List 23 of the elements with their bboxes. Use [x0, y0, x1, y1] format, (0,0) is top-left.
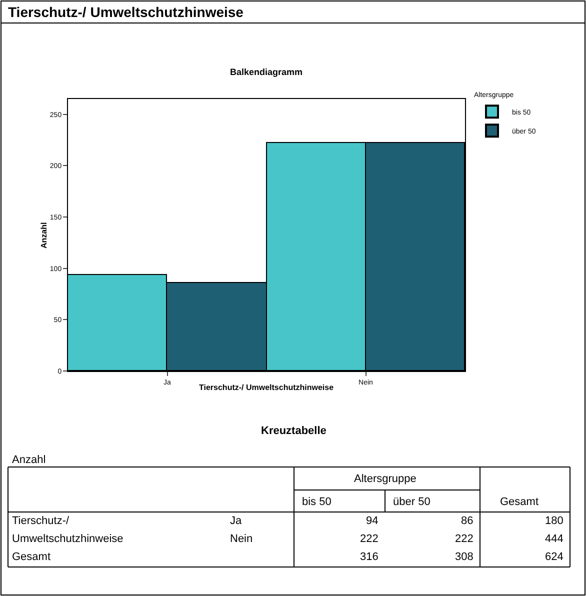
x-axis-title: Tierschutz-/ Umweltschutzhinweise	[199, 383, 334, 392]
text: Anzahl	[12, 454, 46, 466]
text: über 50	[393, 496, 430, 508]
text: 222	[360, 533, 378, 545]
text: bis 50	[302, 496, 332, 508]
text: Gesamt	[500, 496, 539, 508]
text: 624	[545, 551, 564, 563]
text: 86	[461, 515, 474, 527]
text: 94	[366, 515, 378, 527]
chart-subtitle: Balkendiagramm	[230, 67, 303, 77]
text: 308	[455, 551, 474, 563]
category-label: Ja	[230, 515, 242, 527]
text: 180	[545, 515, 564, 527]
category-label: Nein	[230, 533, 253, 545]
text: 222	[455, 533, 474, 545]
text: 316	[360, 551, 378, 563]
text: Gesamt	[12, 551, 51, 563]
text: Altersgruppe	[354, 473, 416, 485]
text: Tierschutz-/ Umweltschutzhinweise	[12, 515, 124, 545]
chart-title: Tierschutz-/ Umweltschutzhinweise	[8, 4, 244, 20]
text: 444	[545, 533, 564, 545]
y-axis-title: Anzahl	[40, 222, 48, 248]
text: Kreuztabelle	[261, 425, 326, 437]
